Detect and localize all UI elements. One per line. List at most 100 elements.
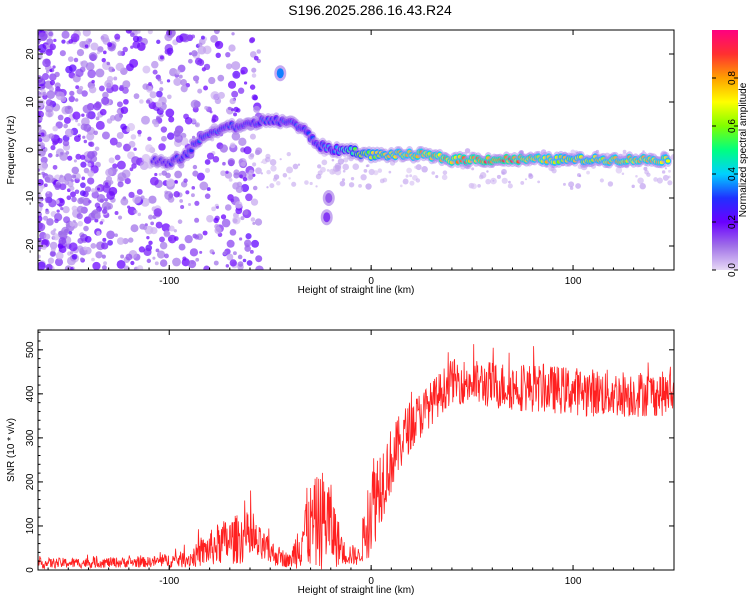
spectrogram-noise-point bbox=[405, 174, 409, 178]
spectrogram-noise-point bbox=[96, 51, 100, 55]
spectrogram-noise-point bbox=[501, 177, 508, 184]
spectrogram-noise-point bbox=[84, 236, 92, 243]
spectrogram-noise-point bbox=[229, 98, 236, 105]
spectrogram-noise-point bbox=[40, 156, 48, 164]
spectrogram-noise-point bbox=[251, 239, 260, 248]
spectrogram-noise-point bbox=[255, 147, 263, 155]
spectrogram-noise-point bbox=[490, 177, 497, 185]
spectrogram-noise-point bbox=[69, 221, 75, 227]
spectrogram-noise-point bbox=[244, 245, 251, 252]
spectrogram-noise-point bbox=[388, 170, 392, 174]
spectrogram-noise-point bbox=[189, 248, 199, 257]
spectrogram-noise-point bbox=[243, 209, 249, 215]
spectrogram-noise-point bbox=[46, 90, 56, 99]
spectrogram-noise-point bbox=[116, 160, 126, 170]
spectrogram-noise-point bbox=[477, 184, 481, 188]
spectrogram-noise-point bbox=[203, 265, 210, 270]
spectrogram-noise-point bbox=[68, 230, 73, 235]
spectrogram-noise-point bbox=[643, 166, 648, 171]
spectrogram-noise-point bbox=[146, 258, 152, 264]
spectrogram-noise-point bbox=[70, 33, 80, 43]
spectrogram-noise-point bbox=[101, 131, 110, 140]
spectrogram-noise-point bbox=[106, 202, 114, 210]
spectrogram-noise-point bbox=[656, 177, 663, 184]
spectrogram-noise-point bbox=[143, 247, 152, 257]
spectrogram-noise-point bbox=[253, 55, 259, 61]
spectrogram-noise-point bbox=[38, 241, 42, 247]
spectrogram-noise-point bbox=[73, 135, 81, 143]
spectrogram-noise-point bbox=[169, 68, 178, 77]
spectrogram-noise-point bbox=[141, 153, 151, 163]
spectrogram-noise-point bbox=[214, 226, 222, 235]
spectrogram-noise-point bbox=[150, 226, 158, 235]
spectrogram-noise-point bbox=[102, 184, 111, 193]
spectrogram-noise-point bbox=[99, 221, 104, 225]
spectrogram-noise-point bbox=[222, 161, 226, 166]
spectrogram-noise-point bbox=[265, 153, 271, 159]
spectrogram-noise-point bbox=[220, 214, 227, 220]
spectrogram-noise-point bbox=[120, 197, 129, 206]
spectrogram-noise-point bbox=[55, 121, 63, 129]
spectrogram-noise-point bbox=[203, 85, 209, 91]
spectrogram-noise-point bbox=[348, 182, 355, 188]
spectrogram-noise-point bbox=[45, 99, 53, 107]
spectrogram-noise-point bbox=[194, 57, 203, 66]
spectrogram-noise-point bbox=[249, 51, 257, 58]
spectrogram-noise-point bbox=[252, 162, 257, 167]
spectrogram-noise-point bbox=[568, 181, 575, 188]
spectrogram-ytick-label: 10 bbox=[25, 96, 36, 108]
spectrogram-noise-point bbox=[83, 246, 88, 251]
snr-xtick-label: 0 bbox=[368, 576, 374, 587]
spectrogram-noise-point bbox=[250, 217, 256, 222]
spectrogram-noise-point bbox=[270, 165, 277, 172]
spectrogram-noise-point bbox=[227, 80, 237, 89]
spectrogram-noise-point bbox=[341, 178, 345, 182]
spectrogram-noise-point bbox=[46, 218, 54, 226]
colorbar: 0.0 0.2 0.4 0.6 0.8 Normalized spectral ampl… bbox=[712, 30, 749, 277]
spectrogram-ytick-label: -20 bbox=[25, 238, 36, 253]
spectrogram-noise-point bbox=[227, 106, 232, 111]
spectrogram-noise-point bbox=[116, 109, 121, 114]
spectrogram-noise-point bbox=[105, 168, 114, 177]
spectrogram-noise-point bbox=[188, 58, 193, 64]
spectrogram-noise-point bbox=[116, 259, 126, 269]
spectrogram-noise-point bbox=[117, 50, 123, 57]
spectrogram-noise-point bbox=[125, 30, 132, 34]
spectrogram-noise-point bbox=[74, 98, 79, 102]
spectrogram-noise-point bbox=[175, 35, 184, 43]
spectrogram-noise-point bbox=[42, 215, 49, 221]
spectrogram-noise-point bbox=[65, 150, 70, 155]
spectrogram-noise-point bbox=[96, 230, 101, 236]
spectrogram-noise-point bbox=[38, 254, 41, 259]
spectrogram-noise-point bbox=[245, 193, 253, 202]
spectrogram-noise-point bbox=[202, 230, 208, 236]
spectrogram-noise-point bbox=[486, 170, 489, 173]
spectrogram-noise-point bbox=[102, 50, 107, 55]
spectrogram-noise-point bbox=[149, 91, 157, 99]
spectrogram-noise-point bbox=[194, 122, 201, 128]
spectrogram-noise-point bbox=[173, 77, 182, 87]
spectrogram-noise-point bbox=[120, 123, 127, 130]
spectrogram-noise-point bbox=[255, 255, 263, 263]
spectrogram-noise-point bbox=[185, 190, 190, 195]
spectrogram-noise-point bbox=[113, 76, 118, 81]
spectrogram-noise-point bbox=[197, 42, 203, 47]
spectrogram-noise-point bbox=[42, 58, 51, 68]
spectrogram-noise-point bbox=[114, 210, 119, 215]
spectrogram-noise-point bbox=[252, 185, 258, 191]
spectrogram-noise-point bbox=[233, 172, 240, 179]
spectrogram-noise-point bbox=[501, 168, 507, 175]
spectrogram-noise-point bbox=[52, 65, 56, 69]
spectrogram-noise-point bbox=[56, 209, 60, 213]
spectrogram-noise-point bbox=[184, 116, 193, 125]
spectrogram-noise-point bbox=[48, 86, 54, 92]
spectrogram-noise-point bbox=[315, 185, 318, 188]
spectrogram-noise-point bbox=[615, 167, 623, 174]
spectrogram-noise-point bbox=[120, 106, 129, 114]
spectrogram-noise-point bbox=[199, 181, 209, 191]
spectrogram-noise-point bbox=[142, 225, 147, 231]
spectrogram-noise-point bbox=[217, 74, 225, 82]
spectrogram-noise-point bbox=[108, 66, 115, 73]
spectrogram-noise-point bbox=[101, 96, 110, 105]
spectrogram-noise-point bbox=[124, 178, 131, 185]
